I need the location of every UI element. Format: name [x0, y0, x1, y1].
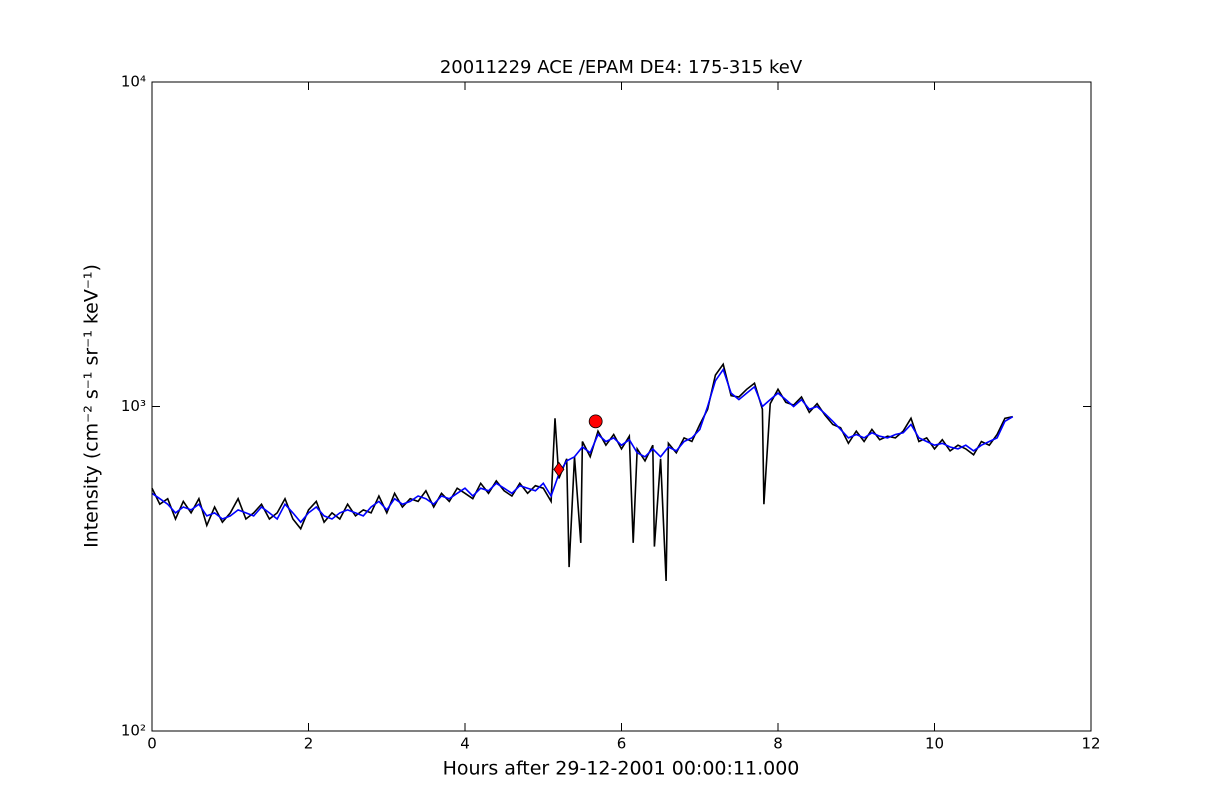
x-tick-label: 6: [617, 735, 627, 753]
data-line: [151, 367, 1014, 524]
x-tick-label: 4: [460, 735, 470, 753]
marker-circle: [588, 414, 603, 429]
x-tick-label: 10: [925, 735, 944, 753]
x-tick-label: 0: [147, 735, 157, 753]
x-axis-label: Hours after 29-12-2001 00:00:11.000: [443, 758, 800, 780]
y-tick-label: 10⁴: [121, 73, 146, 91]
marker-diamond: [553, 461, 565, 478]
x-tick-label: 2: [304, 735, 314, 753]
x-tick-label: 8: [773, 735, 783, 753]
plot-area: [151, 362, 1014, 582]
y-tick-label: 10²: [121, 722, 146, 740]
y-tick-label: 10³: [121, 397, 146, 415]
x-tick-label: 12: [1081, 735, 1100, 753]
y-axis-label: Intensity (cm⁻² s⁻¹ sr⁻¹ keV⁻¹): [81, 264, 103, 548]
chart-title: 20011229 ACE /EPAM DE4: 175-315 keV: [440, 57, 803, 78]
